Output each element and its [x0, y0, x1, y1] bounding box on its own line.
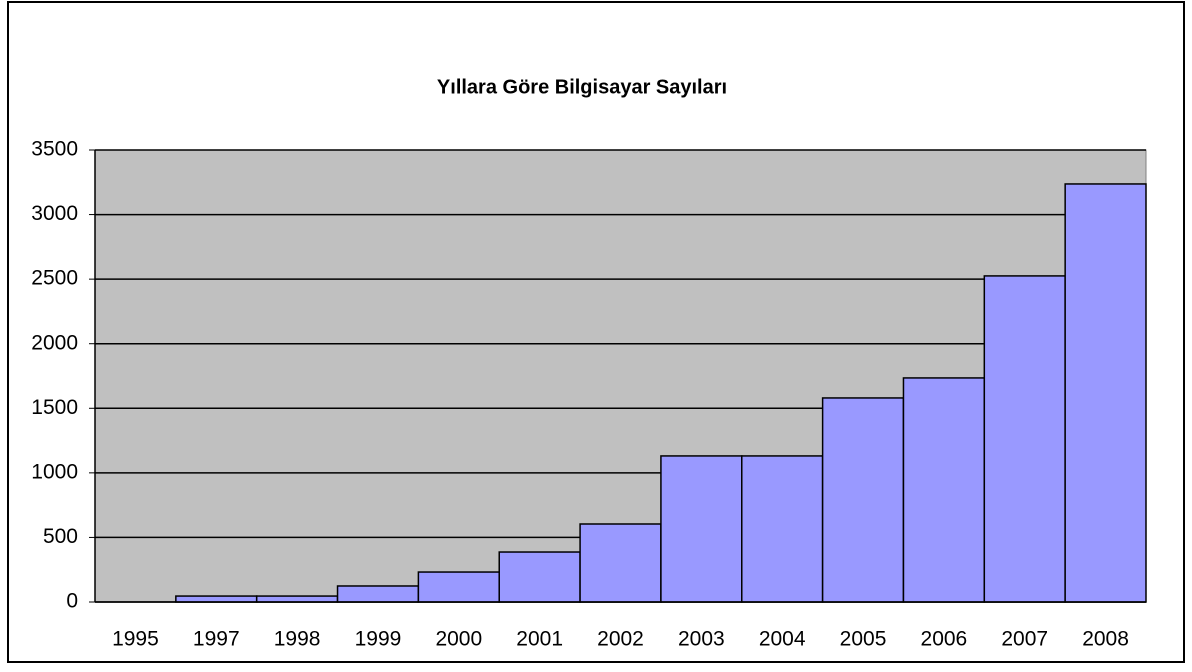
bar [336, 585, 420, 603]
chart-title: Yıllara Göre Bilgisayar Sayıları [437, 76, 727, 98]
bar [579, 523, 662, 603]
y-tick-label: 2000 [31, 331, 78, 354]
x-tick-label: 2000 [435, 628, 482, 651]
x-tick-label: 2001 [516, 628, 563, 651]
x-tick-label: 2004 [759, 628, 806, 651]
x-tick-label: 2008 [1082, 628, 1129, 651]
y-tick-label: 3500 [31, 138, 78, 161]
y-tick-label: 3000 [31, 202, 78, 225]
y-tick-label: 2500 [31, 267, 78, 290]
y-tick-label: 1500 [31, 396, 78, 419]
bar [498, 551, 581, 603]
x-tick-label: 1998 [274, 628, 321, 651]
bar [660, 455, 743, 603]
x-tick-label: 1997 [193, 628, 240, 651]
x-tick-label: 2006 [921, 628, 968, 651]
bar [175, 595, 258, 603]
bar [902, 377, 986, 603]
bar [741, 455, 824, 603]
bar [255, 595, 339, 603]
x-tick-label: 2005 [840, 628, 887, 651]
y-tick-label: 500 [43, 525, 78, 548]
x-tick-label: 2007 [1001, 628, 1048, 651]
bar [983, 275, 1066, 603]
y-tick-label: 1000 [31, 460, 78, 483]
x-tick-label: 2003 [678, 628, 725, 651]
bar [417, 571, 500, 603]
bar [821, 397, 905, 603]
y-tick-label: 0 [66, 590, 78, 613]
x-tick-label: 1999 [355, 628, 402, 651]
bar [1064, 183, 1147, 603]
x-tick-label: 2002 [597, 628, 644, 651]
x-tick-label: 1995 [112, 628, 159, 651]
